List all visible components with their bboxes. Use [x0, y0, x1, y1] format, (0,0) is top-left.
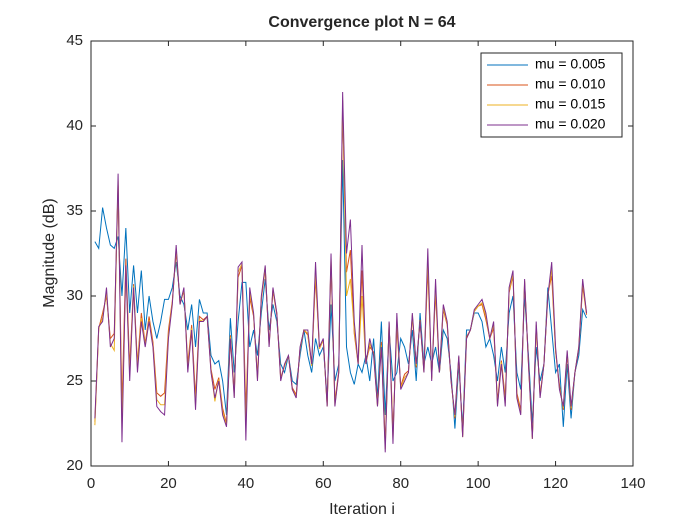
- y-tick-label: 20: [66, 457, 83, 474]
- y-tick-label: 30: [66, 287, 83, 304]
- x-tick-label: 100: [466, 475, 491, 492]
- x-tick-label: 80: [392, 475, 409, 492]
- legend-label: mu = 0.020: [535, 116, 606, 132]
- x-tick-label: 60: [315, 475, 332, 492]
- x-tick-label: 20: [160, 475, 177, 492]
- legend-box: [480, 52, 623, 138]
- y-tick-label: 40: [66, 117, 83, 134]
- series-line: [94, 91, 588, 453]
- y-axis-label: Magnitude (dB): [41, 198, 58, 307]
- x-tick-label: 140: [620, 475, 645, 492]
- x-axis-label: Iteration i: [329, 501, 395, 518]
- y-tick-label: 45: [66, 32, 83, 49]
- y-tick-label: 35: [66, 202, 83, 219]
- legend-label: mu = 0.010: [535, 76, 606, 92]
- legend-label: mu = 0.005: [535, 56, 606, 72]
- x-tick-label: 120: [543, 475, 568, 492]
- legend-label: mu = 0.015: [535, 96, 606, 112]
- chart-title: Convergence plot N = 64: [268, 14, 455, 31]
- x-tick-label: 0: [87, 475, 95, 492]
- x-tick-label: 40: [238, 475, 255, 492]
- y-tick-label: 25: [66, 372, 83, 389]
